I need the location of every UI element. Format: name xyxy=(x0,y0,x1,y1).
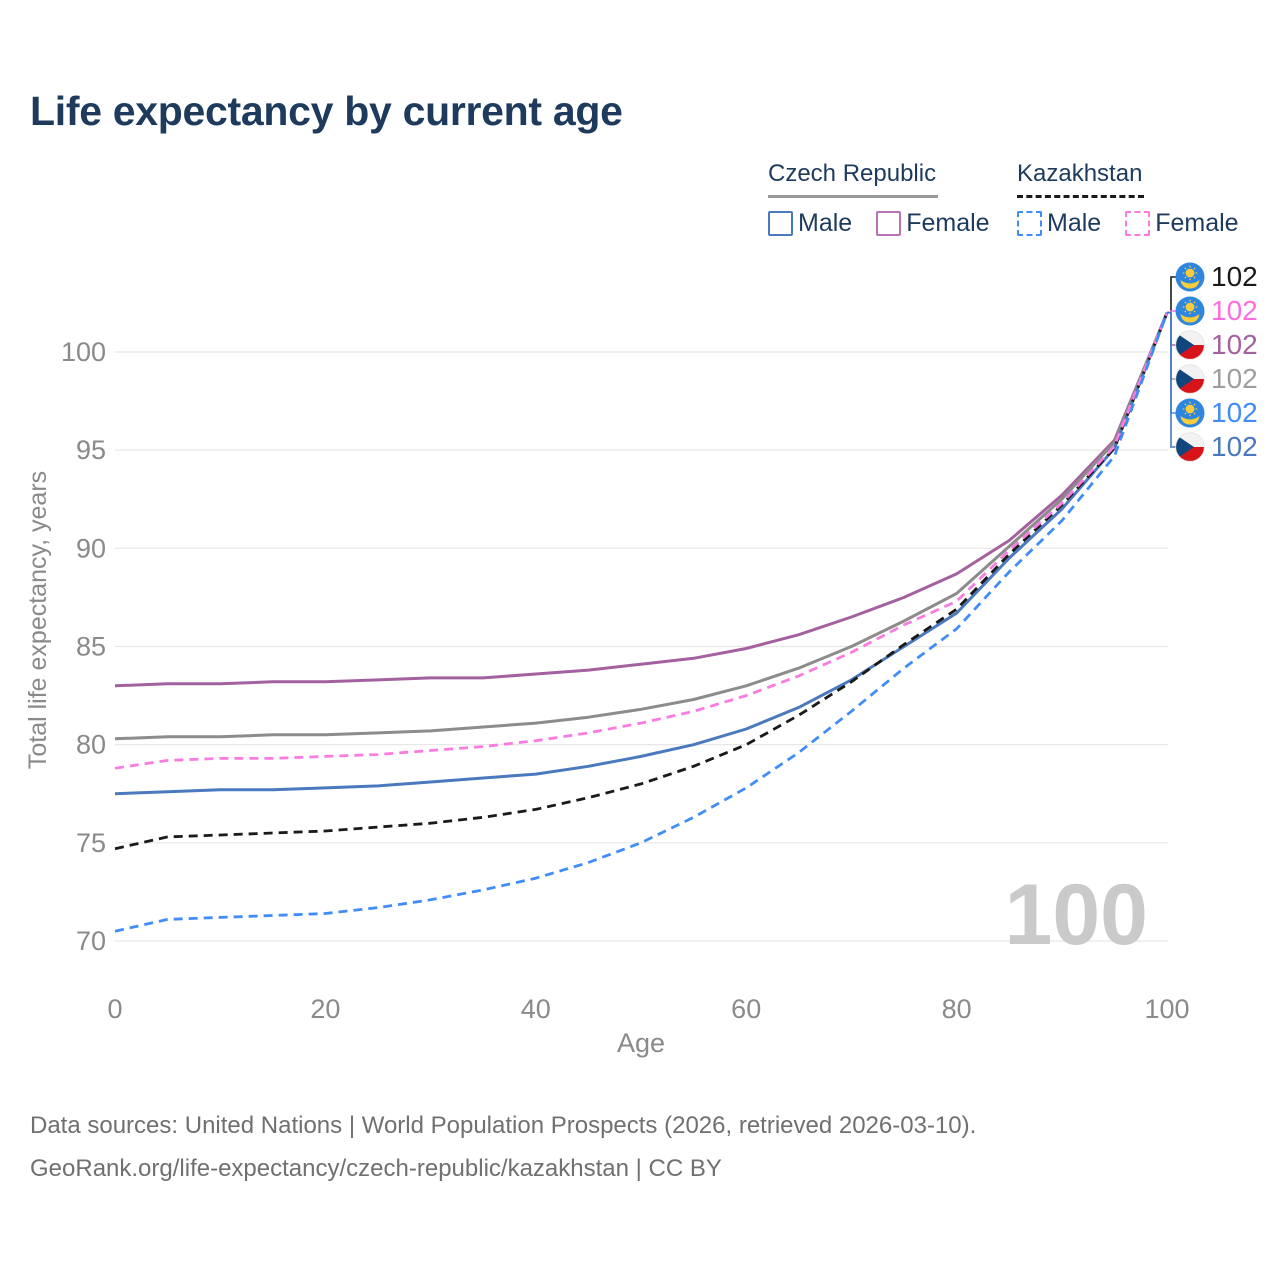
kazakhstan-male-swatch-icon xyxy=(1017,211,1042,236)
czech-male-swatch-icon xyxy=(768,211,793,236)
legend-item-label: Female xyxy=(906,209,990,237)
y-tick-label: 90 xyxy=(76,533,106,563)
x-tick-label: 20 xyxy=(310,994,340,1024)
legend-item-label: Male xyxy=(798,209,853,237)
y-tick-label: 95 xyxy=(76,435,106,465)
legend-items-czech-republic: Male Female xyxy=(768,209,990,238)
end-label-connector xyxy=(1167,276,1176,314)
series-line-czech-republic-male[interactable] xyxy=(114,312,1169,796)
czech-republic-flag-icon xyxy=(1175,330,1205,360)
czech-republic-flag-icon xyxy=(1175,364,1205,394)
legend-item-label: Female xyxy=(1155,209,1239,237)
x-tick-label: 100 xyxy=(1144,994,1189,1024)
czech-female-swatch-icon xyxy=(876,211,902,236)
legend-item-czech-male[interactable]: Male xyxy=(768,209,852,238)
x-tick-label: 60 xyxy=(731,994,761,1024)
legend-item-label: Male xyxy=(1047,209,1102,237)
legend-item-kazakhstan-female[interactable]: Female xyxy=(1125,209,1239,238)
x-axis-title: Age xyxy=(617,1028,665,1058)
series-line-kazakhstan-male[interactable] xyxy=(114,312,1169,933)
x-tick-label: 80 xyxy=(942,994,972,1024)
legend-item-kazakhstan-male[interactable]: Male xyxy=(1017,209,1101,238)
kazakhstan-flag-icon xyxy=(1175,398,1205,428)
end-label-value: 102 xyxy=(1211,329,1258,360)
series-line-kazakhstan-both-sexes[interactable] xyxy=(114,312,1169,851)
age-counter-watermark: 100 xyxy=(1005,867,1149,963)
y-tick-label: 80 xyxy=(76,730,106,760)
kazakhstan-flag-icon xyxy=(1175,296,1205,326)
series-line-czech-republic-both-sexes[interactable] xyxy=(114,312,1169,741)
series-line-czech-republic-female[interactable] xyxy=(114,312,1169,688)
y-tick-label: 70 xyxy=(76,926,106,956)
footer-attribution-url: GeoRank.org/life-expectancy/czech-republ… xyxy=(30,1155,722,1182)
page-title: Life expectancy by current age xyxy=(30,88,623,134)
y-tick-label: 75 xyxy=(76,828,106,858)
end-label-connector xyxy=(1167,311,1176,448)
legend-group-czech-republic: Czech Republic Male Female xyxy=(768,160,990,238)
end-label-value: 102 xyxy=(1211,295,1258,326)
end-label-value: 102 xyxy=(1211,363,1258,394)
x-tick-label: 0 xyxy=(107,994,122,1024)
x-tick-label: 40 xyxy=(521,994,551,1024)
legend-header-czech-republic[interactable]: Czech Republic xyxy=(768,160,939,198)
y-tick-label: 85 xyxy=(76,631,106,661)
y-axis-title: Total life expectancy, years xyxy=(24,471,52,769)
y-tick-label: 100 xyxy=(61,337,106,367)
end-label-value: 102 xyxy=(1211,261,1258,292)
kazakhstan-flag-icon xyxy=(1175,262,1205,292)
series-line-kazakhstan-female[interactable] xyxy=(114,312,1169,770)
legend-group-kazakhstan: Kazakhstan Male Female xyxy=(1017,160,1239,238)
footer: Data sources: United Nations | World Pop… xyxy=(30,1104,976,1190)
legend-item-czech-female[interactable]: Female xyxy=(876,209,990,238)
end-label-value: 102 xyxy=(1211,431,1258,462)
legend-items-kazakhstan: Male Female xyxy=(1017,209,1239,238)
footer-data-sources: Data sources: United Nations | World Pop… xyxy=(30,1112,977,1139)
kazakhstan-female-swatch-icon xyxy=(1125,211,1151,236)
czech-republic-flag-icon xyxy=(1175,432,1205,462)
legend-header-kazakhstan[interactable]: Kazakhstan xyxy=(1017,160,1145,198)
end-label-value: 102 xyxy=(1211,397,1258,428)
